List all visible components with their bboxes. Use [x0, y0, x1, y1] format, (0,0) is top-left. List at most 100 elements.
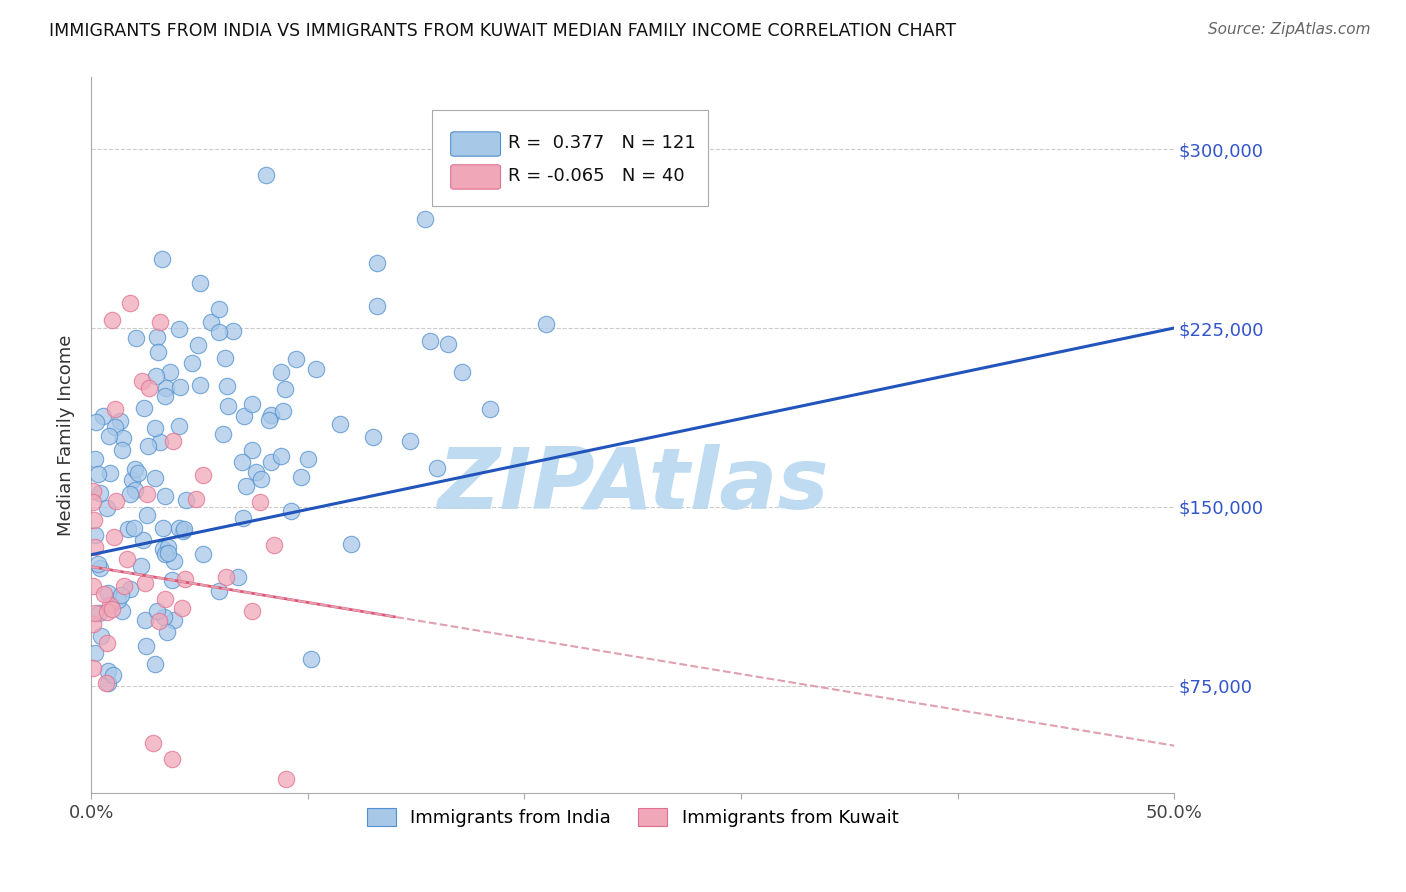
Point [146, 604, 169, 618]
Point [208, 325, 231, 339]
Point [89, 560, 111, 574]
Point [87, 467, 110, 482]
Point [83, 513, 105, 527]
Point [200, 315, 222, 329]
Point [426, 460, 449, 475]
Point [124, 462, 146, 476]
Point [169, 419, 191, 434]
Point [270, 450, 292, 464]
Point [145, 369, 167, 384]
Point [285, 352, 308, 367]
FancyBboxPatch shape [451, 165, 501, 189]
Point [134, 576, 156, 591]
Point [155, 381, 177, 395]
Point [399, 434, 422, 448]
Point [112, 431, 135, 445]
Point [250, 472, 273, 486]
Point [96, 636, 118, 650]
Text: ZIPAtlas: ZIPAtlas [437, 444, 828, 527]
Point [127, 467, 149, 481]
Point [122, 521, 145, 535]
Point [89, 486, 111, 500]
Point [97, 664, 120, 678]
Point [214, 351, 236, 365]
Point [149, 434, 172, 449]
Point [212, 426, 235, 441]
Point [153, 388, 176, 402]
Point [121, 473, 143, 487]
Text: Source: ZipAtlas.com: Source: ZipAtlas.com [1208, 22, 1371, 37]
Point [340, 537, 363, 551]
Point [145, 330, 167, 344]
Point [135, 639, 157, 653]
Y-axis label: Median Family Income: Median Family Income [58, 334, 75, 536]
Point [235, 478, 257, 492]
Point [136, 439, 159, 453]
Point [155, 547, 177, 561]
Point [254, 168, 277, 182]
Point [419, 334, 441, 348]
FancyBboxPatch shape [451, 132, 501, 156]
Point [263, 537, 285, 551]
Point [91, 409, 114, 424]
Point [82, 579, 104, 593]
Point [89, 606, 111, 620]
Point [94, 676, 117, 690]
Point [162, 434, 184, 448]
Point [172, 524, 194, 539]
Text: R = -0.065   N = 40: R = -0.065 N = 40 [508, 167, 685, 186]
Point [143, 421, 166, 435]
Point [242, 397, 264, 411]
Point [97, 428, 120, 442]
Point [142, 736, 165, 750]
Point [274, 382, 297, 396]
Point [111, 604, 134, 618]
Point [167, 521, 190, 535]
Point [149, 315, 172, 329]
Point [249, 495, 271, 509]
Point [104, 420, 127, 434]
Point [132, 533, 155, 548]
Point [84, 646, 107, 660]
Point [242, 604, 264, 618]
Point [82, 483, 104, 498]
Point [328, 417, 350, 432]
Point [160, 751, 183, 765]
Point [152, 521, 174, 535]
Point [479, 401, 502, 416]
Point [115, 551, 138, 566]
Point [169, 322, 191, 336]
Point [153, 609, 176, 624]
Point [84, 527, 107, 541]
Point [84, 452, 107, 467]
Point [217, 399, 239, 413]
Point [208, 583, 231, 598]
Text: R =  0.377   N = 121: R = 0.377 N = 121 [508, 135, 696, 153]
Point [131, 374, 153, 388]
Point [101, 668, 124, 682]
Point [117, 522, 139, 536]
Point [173, 522, 195, 536]
Point [84, 415, 107, 429]
Point [98, 599, 121, 613]
Point [111, 442, 134, 457]
Text: IMMIGRANTS FROM INDIA VS IMMIGRANTS FROM KUWAIT MEDIAN FAMILY INCOME CORRELATION: IMMIGRANTS FROM INDIA VS IMMIGRANTS FROM… [49, 22, 956, 40]
Point [152, 542, 174, 557]
Point [181, 356, 204, 370]
Point [215, 570, 238, 584]
Point [240, 443, 263, 458]
Point [138, 381, 160, 395]
Point [118, 295, 141, 310]
Point [84, 606, 107, 620]
Point [104, 401, 127, 416]
Point [118, 487, 141, 501]
Point [96, 501, 118, 516]
Point [260, 409, 283, 423]
Point [174, 572, 197, 586]
Point [155, 489, 177, 503]
Point [155, 591, 177, 606]
Point [169, 380, 191, 394]
Point [124, 483, 146, 497]
Point [187, 338, 209, 352]
Point [534, 317, 557, 331]
